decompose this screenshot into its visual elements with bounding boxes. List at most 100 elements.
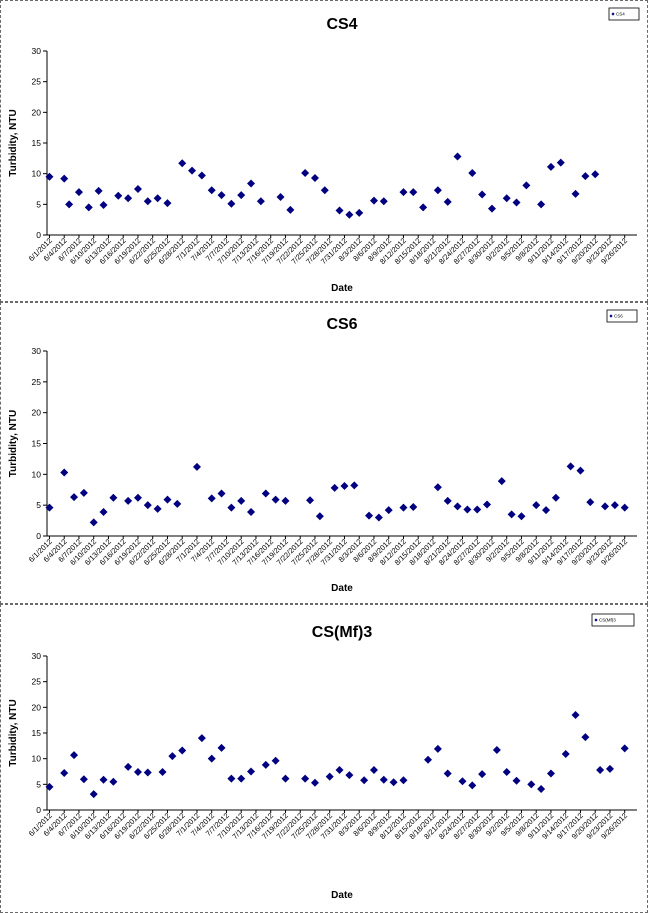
y-tick-label: 10 [32,469,42,479]
y-tick-label: 5 [36,199,41,209]
chart-title: CS4 [326,16,357,33]
data-point [60,468,69,477]
data-point [335,765,344,774]
data-point [374,513,383,522]
data-point [99,507,108,516]
chart-panel-cs4: CS4 0 5 10 15 20 25 30 6/1/2012 6/4/2012 6/7/2012 6… [0,0,648,302]
data-point [409,188,418,197]
data-point [453,152,462,161]
data-point [237,191,246,200]
data-point [45,172,54,181]
data-point [143,501,152,510]
legend-marker [594,618,598,622]
data-point [473,505,482,514]
data-point [576,466,585,475]
data-point [409,503,418,512]
data-point [207,494,216,503]
data-point [70,493,79,502]
y-tick-label: 15 [32,439,42,449]
data-point [227,199,236,208]
data-point [340,482,349,491]
y-tick-label: 30 [32,346,42,356]
data-point [458,777,467,786]
data-point [301,169,310,178]
data-point [360,776,369,785]
y-tick-label: 10 [32,754,42,764]
data-point [74,188,83,197]
data-point [271,495,280,504]
data-point [365,511,374,520]
y-axis-label: Turbidity, NTU [8,699,19,766]
data-point [310,778,319,787]
data-point [433,483,442,492]
data-point [261,489,270,498]
data-point [581,172,590,181]
data-point [497,477,506,486]
data-point [512,776,521,785]
legend-label: CS(Mf)3 [599,618,616,623]
y-tick-label: 25 [32,77,42,87]
data-point [276,192,285,201]
data-point [281,496,290,505]
data-point [79,775,88,784]
data-point [561,750,570,759]
data-point [79,488,88,497]
data-point [399,503,408,512]
x-axis-label: Date [331,583,353,594]
data-point [350,481,359,490]
chart-cs4: CS40510152025306/1/20126/4/20126/7/20126… [8,7,640,294]
chart-title: CS6 [326,316,357,333]
y-tick-label: 0 [36,230,41,240]
data-point [542,506,551,515]
data-point [443,197,452,206]
legend-box [608,7,640,21]
data-point [389,778,398,787]
data-point [424,755,433,764]
data-point [94,186,103,195]
data-point [207,754,216,763]
data-point [109,493,118,502]
data-point [379,775,388,784]
data-point [369,196,378,205]
legend-label: CS4 [616,12,625,17]
data-point [325,772,334,781]
data-point [320,186,329,195]
data-point [591,170,600,179]
x-axis-label: Date [331,890,353,901]
data-point [315,512,324,521]
data-point [163,199,172,208]
legend-marker [609,314,613,318]
data-point [217,743,226,752]
y-tick-label: 15 [32,138,42,148]
data-point [502,768,511,777]
y-tick-label: 0 [36,805,41,815]
data-point [468,781,477,790]
data-point [227,774,236,783]
data-point [60,174,69,183]
data-point [517,512,526,521]
data-point [433,744,442,753]
data-point [168,752,177,761]
data-point [586,498,595,507]
data-point [399,188,408,197]
data-point [247,179,256,188]
data-point [492,745,501,754]
data-point [546,769,555,778]
y-tick-label: 0 [36,531,41,541]
data-point [89,790,98,799]
data-point [65,200,74,209]
data-point [345,771,354,780]
data-point [178,746,187,755]
data-point [261,760,270,769]
data-point [227,503,236,512]
data-point [502,194,511,203]
data-point [301,774,310,783]
data-point [133,493,142,502]
data-point [133,185,142,193]
data-point [355,208,364,217]
data-point [114,191,123,200]
y-tick-label: 30 [32,651,42,661]
data-point [522,181,531,190]
data-point [197,171,206,180]
data-point [70,751,79,760]
